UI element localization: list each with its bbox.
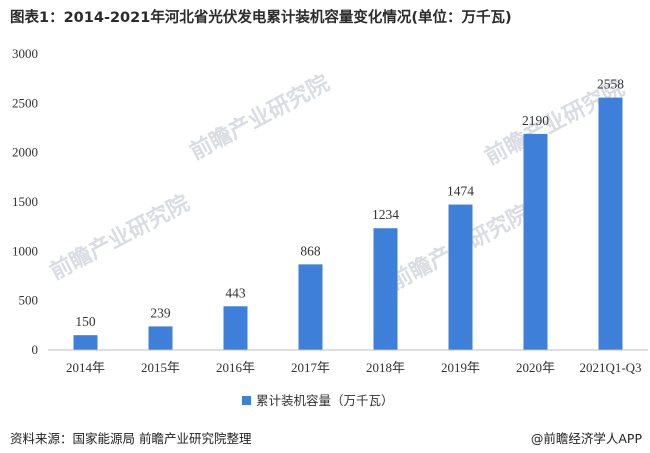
watermark-text: 前瞻产业研究院 — [186, 70, 334, 165]
y-tick-label: 1000 — [12, 243, 38, 258]
y-tick-label: 3000 — [12, 46, 38, 61]
bar — [523, 133, 548, 350]
y-tick-label: 2500 — [12, 95, 38, 110]
brand-credit: @前瞻经济学人APP — [530, 431, 642, 446]
x-tick-label: 2018年 — [366, 360, 405, 375]
legend: 累计装机容量（万千瓦） — [242, 393, 394, 408]
y-tick-label: 2000 — [12, 145, 38, 160]
data-labels-group: 150 239 443 868 1234 1474 2190 2558 — [75, 77, 624, 330]
data-label: 2558 — [597, 77, 624, 92]
bar — [73, 335, 98, 350]
x-tick-label: 2015年 — [141, 360, 180, 375]
x-tick-label: 2014年 — [66, 360, 105, 375]
legend-swatch — [242, 396, 251, 405]
bar — [298, 264, 323, 350]
bar — [148, 326, 173, 350]
data-label: 868 — [300, 243, 321, 258]
x-tick-label: 2016年 — [216, 360, 255, 375]
data-label: 1474 — [447, 184, 474, 199]
data-label: 1234 — [372, 207, 399, 222]
y-axis: 0 500 1000 1500 2000 2500 3000 — [12, 46, 38, 357]
legend-label: 累计装机容量（万千瓦） — [256, 393, 394, 408]
watermark-text: 前瞻产业研究院 — [46, 190, 194, 285]
data-label: 239 — [150, 305, 171, 320]
y-tick-label: 1500 — [12, 194, 38, 209]
bar — [448, 204, 473, 350]
data-label: 150 — [75, 314, 96, 329]
x-axis: 2014年 2015年 2016年 2017年 2018年 2019年 2020年 2021Q… — [48, 349, 648, 375]
bar — [223, 306, 248, 350]
source-note: 资料来源：国家能源局 前瞻产业研究院整理 — [10, 431, 252, 446]
x-tick-label: 2021Q1-Q3 — [579, 360, 641, 375]
x-tick-label: 2020年 — [516, 360, 555, 375]
chart-title: 图表1：2014-2021年河北省光伏发电累计装机容量变化情况(单位：万千瓦) — [10, 10, 512, 26]
y-tick-label: 0 — [32, 342, 39, 357]
bar — [598, 97, 623, 351]
data-label: 2190 — [522, 113, 549, 128]
bars-group — [73, 97, 623, 351]
x-tick-label: 2019年 — [441, 360, 480, 375]
x-tick-label: 2017年 — [291, 360, 330, 375]
bar — [373, 228, 398, 350]
data-label: 443 — [225, 285, 246, 300]
y-tick-label: 500 — [19, 293, 39, 308]
